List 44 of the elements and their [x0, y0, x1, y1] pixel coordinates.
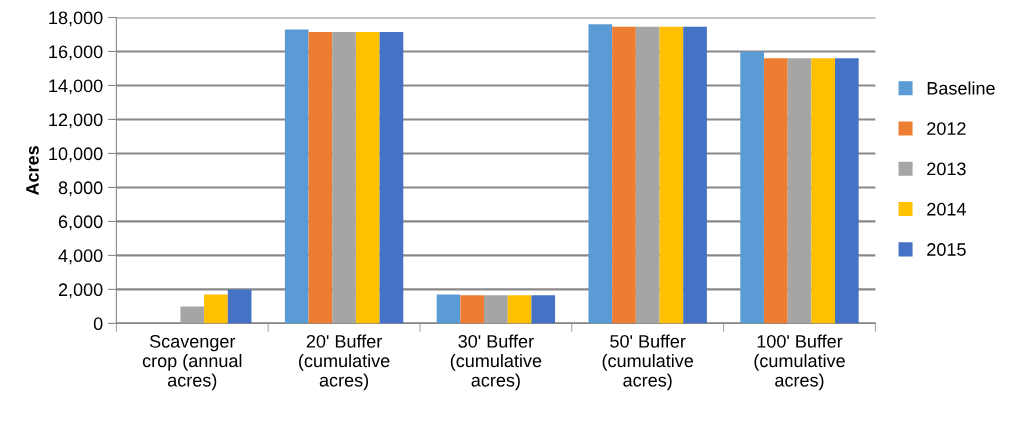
x-tick-label: 20' Buffer (cumulative acres)	[299, 334, 390, 391]
bar	[332, 31, 356, 324]
bar	[308, 31, 333, 324]
bar	[355, 31, 380, 324]
bar	[612, 26, 636, 324]
bar	[811, 58, 835, 324]
bar	[531, 295, 556, 324]
bar	[740, 51, 764, 324]
bar	[227, 289, 252, 324]
legend-label: 2012	[927, 122, 966, 135]
bar	[588, 24, 613, 324]
bar	[284, 29, 309, 324]
x-tick-label: 100' Buffer (cumulative acres)	[754, 334, 845, 391]
y-tick-label: 4,000	[58, 249, 103, 265]
y-axis-title: Acres	[26, 146, 39, 196]
bar	[635, 26, 660, 324]
y-tick-label: 12,000	[49, 113, 103, 129]
bar	[683, 26, 707, 324]
bar	[835, 58, 859, 324]
y-tick-label: 6,000	[58, 215, 103, 231]
bar	[436, 294, 461, 324]
y-tick-label: 16,000	[49, 45, 103, 61]
y-tick-label: 2,000	[58, 283, 103, 299]
x-tick-label: 50' Buffer (cumulative acres)	[602, 334, 694, 391]
x-tick-label: Scavenger crop (annual acres)	[142, 334, 242, 391]
y-tick-label: 8,000	[58, 181, 103, 197]
legend-label: 2014	[927, 202, 966, 216]
bar	[763, 58, 788, 324]
bar	[484, 295, 508, 324]
bar	[180, 306, 205, 324]
bar	[204, 294, 228, 324]
legend-label: Baseline	[927, 81, 995, 95]
bar	[787, 58, 812, 324]
y-tick-label: 0	[93, 317, 103, 331]
legend-label: 2013	[927, 162, 966, 176]
y-tick-label: 14,000	[49, 79, 103, 95]
bar	[659, 26, 684, 324]
bar	[460, 295, 485, 324]
y-tick-label: 10,000	[49, 147, 103, 163]
legend-label: 2015	[927, 243, 966, 256]
bar	[507, 295, 532, 324]
x-tick-label: 30' Buffer (cumulative acres)	[450, 334, 542, 391]
y-tick-label: 18,000	[49, 11, 103, 27]
bar	[379, 31, 404, 324]
